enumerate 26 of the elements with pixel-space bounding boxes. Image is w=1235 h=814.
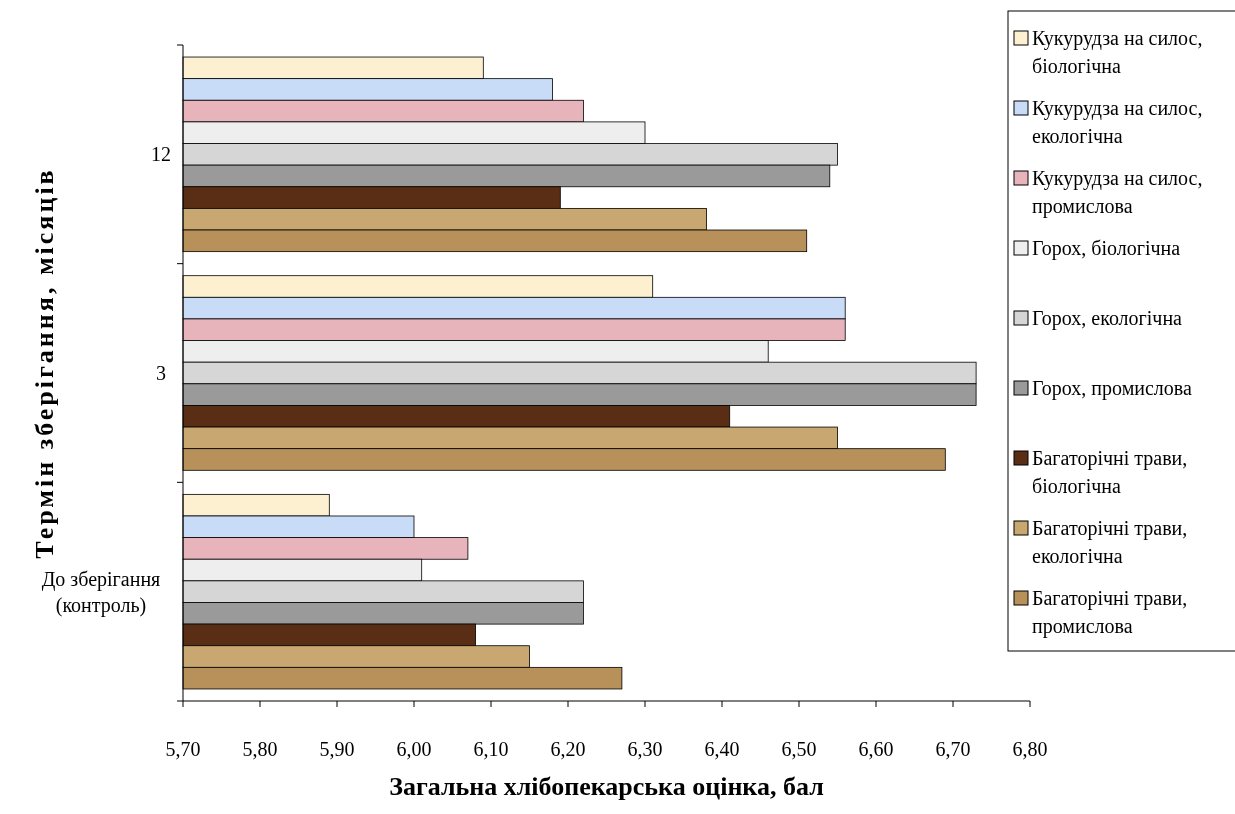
y-tick-label: До зберігання (контроль): [41, 567, 161, 617]
y-tick-label: 12: [151, 143, 171, 166]
legend-label: Багаторічні трави, біологічна: [1032, 447, 1188, 497]
legend-label: Кукурудза на силос, біологічна: [1032, 27, 1203, 77]
x-tick-label: 6,80: [1012, 738, 1048, 760]
y-tick-label: 3: [156, 362, 166, 384]
x-axis-title: Загальна хлібопекарська оцінка, бал: [389, 772, 824, 801]
x-tick-label: 6,30: [627, 738, 663, 760]
legend-label: Горох, біологічна: [1032, 237, 1181, 260]
x-tick-label: 6,40: [704, 738, 740, 760]
legend-label: Горох, екологічна: [1032, 307, 1183, 330]
x-tick-label: 5,90: [319, 738, 355, 760]
x-tick-label: 6,00: [396, 738, 432, 760]
y-axis-title: Термін зберігання, місяців: [30, 167, 59, 559]
x-tick-label: 6,50: [781, 738, 817, 760]
x-tick-label: 6,70: [935, 738, 971, 760]
x-tick-label: 5,80: [242, 738, 278, 760]
legend-label: Кукурудза на силос, екологічна: [1032, 97, 1203, 147]
legend-label: Багаторічні трави, промислова: [1032, 587, 1188, 638]
x-tick-label: 6,20: [550, 738, 586, 760]
x-tick-label: 5,70: [165, 738, 201, 760]
legend-label: Горох, промислова: [1032, 377, 1193, 400]
x-tick-label: 6,60: [858, 738, 894, 760]
legend-label: Багаторічні трави, екологічна: [1032, 517, 1188, 567]
legend-label: Кукурудза на силос, промислова: [1032, 167, 1203, 218]
x-tick-label: 6,10: [473, 738, 509, 760]
